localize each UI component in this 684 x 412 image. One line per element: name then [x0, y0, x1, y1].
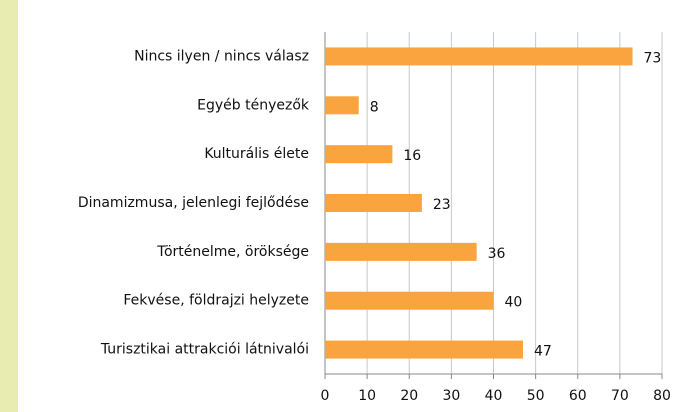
x-tick-label: 20	[400, 388, 418, 404]
bar	[325, 340, 523, 359]
y-tick-label: Turisztikai attrakciói látnivalói	[100, 342, 309, 358]
x-tick-label: 10	[358, 388, 376, 404]
x-tick-label: 30	[442, 388, 460, 404]
y-tick-label: Kulturális élete	[204, 146, 309, 162]
x-tick-label: 40	[485, 388, 503, 404]
y-tick-label: Történelme, öröksége	[156, 244, 309, 260]
x-tick-label: 0	[321, 388, 330, 404]
x-tick-label: 50	[527, 388, 545, 404]
data-label: 73	[644, 50, 662, 66]
data-label: 23	[433, 197, 451, 213]
bar	[325, 145, 393, 164]
bar	[325, 47, 633, 66]
y-tick-label: Fekvése, földrajzi helyzete	[123, 293, 309, 309]
data-label: 8	[370, 99, 379, 115]
bar	[325, 291, 494, 310]
y-tick-label: Dinamizmusa, jelenlegi fejlődése	[78, 195, 309, 211]
y-tick-label: Egyéb tényezők	[197, 97, 310, 113]
y-tick-label: Nincs ilyen / nincs válasz	[134, 48, 309, 64]
x-tick-label: 80	[653, 388, 671, 404]
bar	[325, 242, 477, 261]
x-tick-label: 60	[569, 388, 587, 404]
x-tick-label: 70	[611, 388, 629, 404]
bar	[325, 96, 359, 115]
bar	[325, 194, 422, 212]
data-label: 36	[488, 246, 506, 262]
data-label: 47	[534, 344, 552, 360]
data-label: 16	[403, 148, 421, 164]
data-label: 40	[505, 295, 523, 311]
